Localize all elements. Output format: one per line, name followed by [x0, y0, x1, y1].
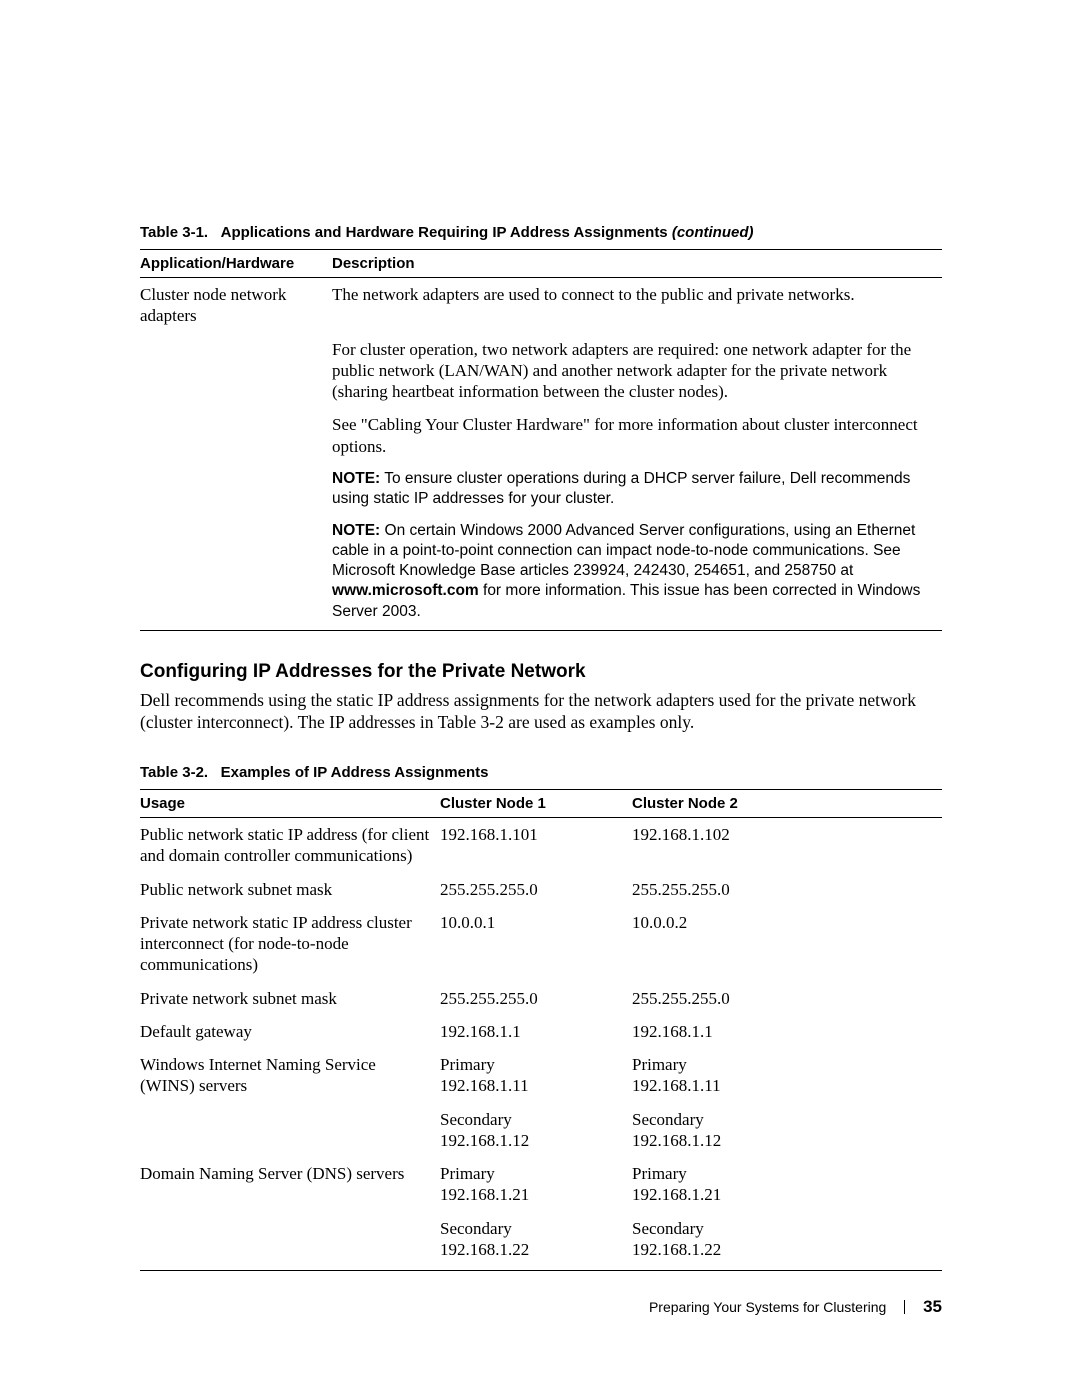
table31-caption-prefix: Table 3-1. — [140, 224, 208, 241]
wins-n1-primary-ip: 192.168.1.11 — [440, 1075, 622, 1096]
table-row: Public network static IP address (for cl… — [140, 818, 942, 873]
node1-cell: Primary 192.168.1.11 — [440, 1048, 632, 1103]
node1-cell: Secondary 192.168.1.12 — [440, 1103, 632, 1158]
table31-note1: NOTE: To ensure cluster operations durin… — [332, 463, 942, 515]
node1-cell: 192.168.1.1 — [440, 1015, 632, 1048]
table31: Application/Hardware Description Cluster… — [140, 249, 942, 631]
node1-cell: 192.168.1.101 — [440, 818, 632, 873]
table31-row: NOTE: To ensure cluster operations durin… — [140, 463, 942, 515]
table31-caption: Table 3-1. Applications and Hardware Req… — [140, 224, 942, 241]
note-label: NOTE: — [332, 470, 380, 487]
table31-caption-text: Applications and Hardware Requiring IP A… — [221, 224, 668, 241]
note-bold-url: www.microsoft.com — [332, 582, 479, 599]
table31-caption-suffix: (continued) — [672, 224, 754, 241]
node1-cell: Primary 192.168.1.21 — [440, 1157, 632, 1212]
node2-cell: 255.255.255.0 — [632, 873, 942, 906]
table32: Usage Cluster Node 1 Cluster Node 2 Publ… — [140, 789, 942, 1271]
table31-note2: NOTE: On certain Windows 2000 Advanced S… — [332, 515, 942, 630]
note-text-a: On certain Windows 2000 Advanced Server … — [332, 522, 915, 579]
table31-row-label: Cluster node network adapters — [140, 278, 332, 333]
wins-n2-primary-label: Primary — [632, 1054, 932, 1075]
node2-cell: 255.255.255.0 — [632, 982, 942, 1015]
footer-divider — [904, 1300, 905, 1314]
table32-header-node1: Cluster Node 1 — [440, 790, 632, 818]
dns-n1-secondary-label: Secondary — [440, 1218, 622, 1239]
node1-cell: 255.255.255.0 — [440, 873, 632, 906]
wins-n1-secondary-label: Secondary — [440, 1109, 622, 1130]
usage-cell: Windows Internet Naming Service (WINS) s… — [140, 1048, 440, 1103]
usage-cell: Public network subnet mask — [140, 873, 440, 906]
body-paragraph: Dell recommends using the static IP addr… — [140, 689, 942, 735]
dns-n1-primary-label: Primary — [440, 1163, 622, 1184]
table31-row: See "Cabling Your Cluster Hardware" for … — [140, 408, 942, 463]
table32-caption-prefix: Table 3-2. — [140, 764, 208, 781]
usage-cell: Default gateway — [140, 1015, 440, 1048]
table31-row: For cluster operation, two network adapt… — [140, 333, 942, 409]
table31-header-app: Application/Hardware — [140, 250, 332, 278]
note-label: NOTE: — [332, 522, 380, 539]
table-row: Default gateway 192.168.1.1 192.168.1.1 — [140, 1015, 942, 1048]
table32-header-row: Usage Cluster Node 1 Cluster Node 2 — [140, 790, 942, 818]
usage-cell: Private network subnet mask — [140, 982, 440, 1015]
dns-n2-secondary-ip: 192.168.1.22 — [632, 1239, 932, 1260]
usage-cell: Private network static IP address cluste… — [140, 906, 440, 982]
table32-header-usage: Usage — [140, 790, 440, 818]
wins-n2-secondary-label: Secondary — [632, 1109, 932, 1130]
node2-cell: 10.0.0.2 — [632, 906, 942, 982]
node2-cell: Secondary 192.168.1.22 — [632, 1212, 942, 1271]
usage-cell: Domain Naming Server (DNS) servers — [140, 1157, 440, 1212]
table32-header-node2: Cluster Node 2 — [632, 790, 942, 818]
dns-n2-primary-ip: 192.168.1.21 — [632, 1184, 932, 1205]
table32-caption-text: Examples of IP Address Assignments — [221, 764, 489, 781]
node2-cell: Primary 192.168.1.21 — [632, 1157, 942, 1212]
dns-n1-primary-ip: 192.168.1.21 — [440, 1184, 622, 1205]
footer-section: Preparing Your Systems for Clustering — [649, 1299, 886, 1315]
node2-cell: Secondary 192.168.1.12 — [632, 1103, 942, 1158]
dns-n2-secondary-label: Secondary — [632, 1218, 932, 1239]
document-page: Table 3-1. Applications and Hardware Req… — [0, 0, 1080, 1397]
page-footer: Preparing Your Systems for Clustering 35 — [649, 1297, 942, 1317]
node2-cell: 192.168.1.1 — [632, 1015, 942, 1048]
table-row-wins-primary: Windows Internet Naming Service (WINS) s… — [140, 1048, 942, 1103]
note-text: To ensure cluster operations during a DH… — [332, 470, 910, 507]
dns-n1-secondary-ip: 192.168.1.22 — [440, 1239, 622, 1260]
node1-cell: Secondary 192.168.1.22 — [440, 1212, 632, 1271]
table31-header-desc: Description — [332, 250, 942, 278]
wins-n2-primary-ip: 192.168.1.11 — [632, 1075, 932, 1096]
table-row: Public network subnet mask 255.255.255.0… — [140, 873, 942, 906]
wins-n1-secondary-ip: 192.168.1.12 — [440, 1130, 622, 1151]
footer-page-number: 35 — [923, 1297, 942, 1316]
wins-n1-primary-label: Primary — [440, 1054, 622, 1075]
table31-row: Cluster node network adapters The networ… — [140, 278, 942, 333]
node2-cell: Primary 192.168.1.11 — [632, 1048, 942, 1103]
wins-n2-secondary-ip: 192.168.1.12 — [632, 1130, 932, 1151]
table-row-dns-secondary: Secondary 192.168.1.22 Secondary 192.168… — [140, 1212, 942, 1271]
table31-header-row: Application/Hardware Description — [140, 250, 942, 278]
table31-desc1: The network adapters are used to connect… — [332, 278, 942, 333]
table31-desc3: See "Cabling Your Cluster Hardware" for … — [332, 408, 942, 463]
table32-caption: Table 3-2. Examples of IP Address Assign… — [140, 764, 942, 781]
table31-desc2: For cluster operation, two network adapt… — [332, 333, 942, 409]
table31-row: NOTE: On certain Windows 2000 Advanced S… — [140, 515, 942, 630]
node1-cell: 10.0.0.1 — [440, 906, 632, 982]
node1-cell: 255.255.255.0 — [440, 982, 632, 1015]
table-row: Private network subnet mask 255.255.255.… — [140, 982, 942, 1015]
dns-n2-primary-label: Primary — [632, 1163, 932, 1184]
table-row: Private network static IP address cluste… — [140, 906, 942, 982]
usage-cell: Public network static IP address (for cl… — [140, 818, 440, 873]
node2-cell: 192.168.1.102 — [632, 818, 942, 873]
table-row-dns-primary: Domain Naming Server (DNS) servers Prima… — [140, 1157, 942, 1212]
table-row-wins-secondary: Secondary 192.168.1.12 Secondary 192.168… — [140, 1103, 942, 1158]
section-heading: Configuring IP Addresses for the Private… — [140, 661, 942, 683]
